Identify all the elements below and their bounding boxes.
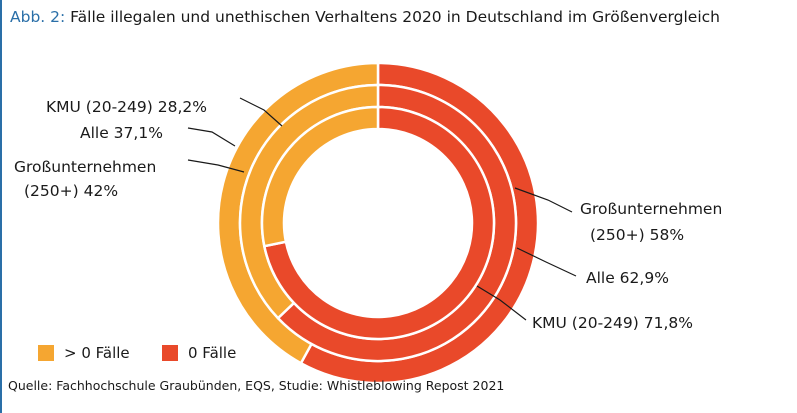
legend-item-zero: 0 Fälle	[162, 344, 236, 362]
label-left-middle: Alle 37,1%	[80, 124, 163, 142]
chart-title: Abb. 2: Fälle illegalen und unethischen …	[10, 8, 720, 26]
source-note: Quelle: Fachhochschule Graubünden, EQS, …	[8, 378, 505, 393]
legend-label-zero: 0 Fälle	[188, 344, 237, 362]
label-left-outer-line1: Großunternehmen	[14, 158, 156, 176]
legend-swatch-zero	[162, 345, 178, 361]
leader-right-middle	[516, 247, 577, 277]
leader-lines	[187, 97, 577, 321]
label-right-middle: Alle 62,9%	[586, 269, 669, 287]
slice-inner-positive	[260, 105, 380, 248]
leader-right-outer	[514, 187, 573, 213]
title-prefix: Abb. 2:	[10, 8, 66, 26]
legend-label-positive: > 0 Fälle	[64, 344, 130, 362]
label-right-inner: KMU (20-249) 71,8%	[532, 314, 693, 332]
legend-item-positive: > 0 Fälle	[38, 344, 130, 362]
left-accent-rule	[0, 0, 2, 413]
leader-right-inner	[476, 285, 527, 321]
leader-left-middle	[187, 127, 236, 147]
title-text: Fälle illegalen und unethischen Verhalte…	[70, 8, 720, 26]
label-right-outer-line1: Großunternehmen	[580, 200, 722, 218]
leader-left-outer	[187, 159, 245, 173]
slice-inner-zero	[262, 105, 496, 341]
label-left-outer-line2: (250+) 42%	[24, 182, 118, 200]
leader-left-inner	[239, 97, 283, 127]
label-right-outer-line2: (250+) 58%	[590, 226, 684, 244]
ring-labels: KMU (20-249) 28,2% Alle 37,1% Großuntern…	[14, 98, 722, 332]
legend-swatch-positive	[38, 345, 54, 361]
donut-rings	[216, 61, 540, 385]
label-left-inner: KMU (20-249) 28,2%	[46, 98, 207, 116]
